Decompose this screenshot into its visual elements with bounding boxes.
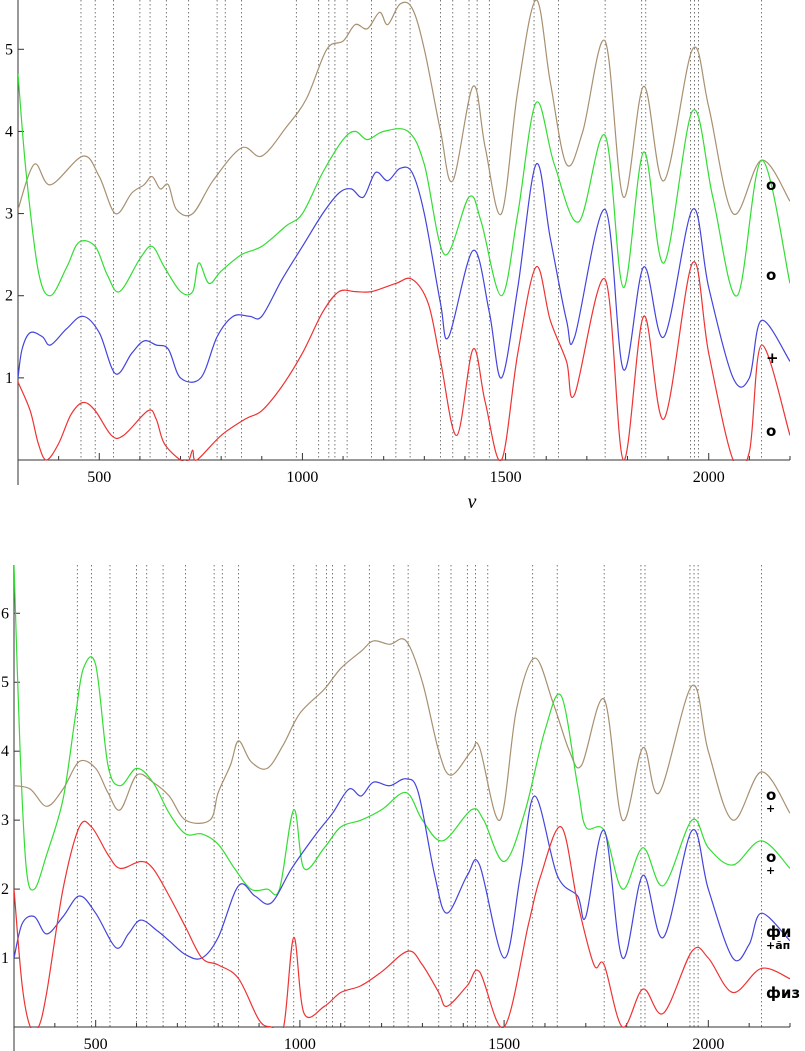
series-sublabel: + — [766, 864, 775, 877]
series-label: фи — [766, 923, 791, 941]
x-tick-label: 1500 — [490, 469, 522, 486]
x-tick-label: 500 — [87, 469, 111, 486]
series-label: ο — [766, 848, 776, 866]
series-label: + — [766, 349, 779, 367]
series-line-4 — [14, 820, 790, 1028]
y-tick-label: 1 — [1, 950, 9, 967]
series-line-1 — [14, 638, 790, 824]
series-line-4 — [18, 261, 790, 461]
series-sublabel: +ãп — [766, 939, 790, 952]
x-tick-label: 2000 — [692, 1036, 724, 1051]
x-tick-label: 2000 — [693, 469, 725, 486]
series-label: ο — [766, 266, 776, 284]
x-tick-label: 1500 — [488, 1036, 520, 1051]
spectra-chart-top: 1 2 3 4 5 500 1000 1500 2000 ν ο ο + ο — [5, 0, 791, 513]
x-axis-label: ν — [468, 491, 477, 513]
series-line-2 — [18, 73, 790, 297]
y-tick-label: 1 — [5, 370, 13, 387]
x-tick-label: 1000 — [286, 469, 318, 486]
series-label: ο — [766, 786, 776, 804]
series-line-3 — [18, 163, 790, 388]
series-label: ο — [766, 422, 776, 440]
y-tick-label: 3 — [1, 812, 9, 829]
series-label: ο — [766, 176, 776, 194]
y-tick-label: 3 — [5, 206, 13, 223]
series-line-3 — [14, 778, 790, 962]
series-label: физ — [766, 984, 800, 1002]
y-tick-label: 2 — [5, 288, 13, 305]
x-tick-label: 500 — [84, 1036, 108, 1051]
y-tick-label: 6 — [1, 605, 9, 622]
y-tick-label: 4 — [1, 743, 9, 760]
series-sublabel: + — [766, 802, 775, 815]
series-line-2 — [14, 565, 790, 896]
y-tick-label: 5 — [1, 674, 9, 691]
y-tick-label: 4 — [5, 123, 13, 140]
y-tick-label: 2 — [1, 881, 9, 898]
x-tick-label: 1000 — [284, 1036, 316, 1051]
series-line-1 — [18, 0, 790, 217]
y-tick-label: 5 — [5, 41, 13, 58]
